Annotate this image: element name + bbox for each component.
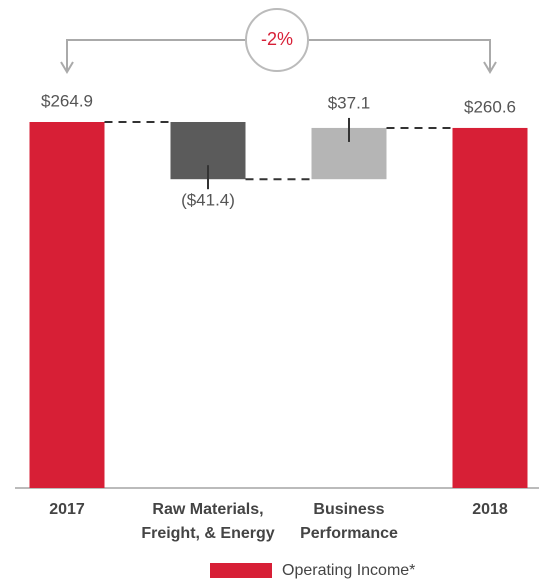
bar (29, 122, 105, 488)
annotation-circle (245, 8, 309, 72)
x-tick-label: Business Performance (300, 501, 398, 542)
x-tick-label: Raw Materials, Freight, & Energy (141, 501, 275, 542)
bracket (66, 39, 491, 70)
x-tick-label: 2017 (49, 501, 85, 518)
x-tick-label: 2018 (472, 501, 508, 518)
legend-swatch (210, 563, 272, 578)
value-label: $264.9 (41, 91, 93, 110)
value-label: $260.6 (464, 97, 516, 116)
value-label: ($41.4) (181, 191, 235, 210)
value-label: $37.1 (328, 93, 371, 112)
legend-label: Operating Income* (282, 562, 415, 579)
bracket-arrows (60, 61, 497, 74)
bar (452, 127, 528, 489)
annotation: -2% (261, 29, 293, 49)
